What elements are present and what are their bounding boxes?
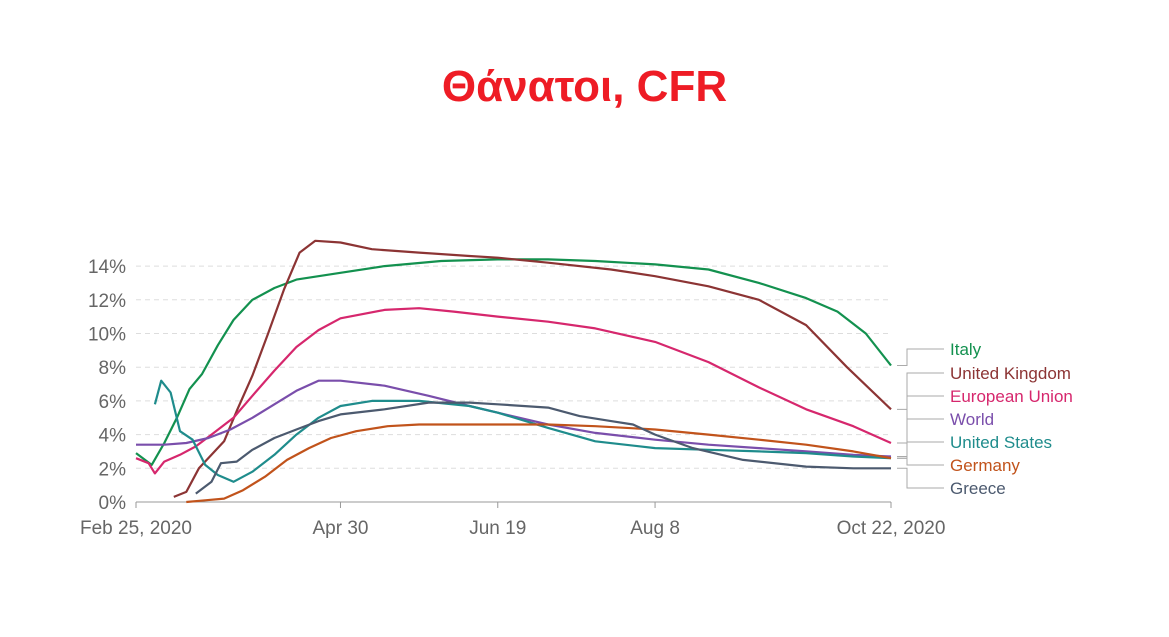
y-axis: 0% 2% 4% 6% 8% 10% 12% 14% bbox=[88, 257, 126, 514]
legend-label-greece: Greece bbox=[950, 479, 1006, 498]
series-line-italy bbox=[135, 258, 892, 466]
x-axis: Feb 25, 2020 Apr 30 Jun 19 Aug 8 Oct 22, 202… bbox=[80, 502, 945, 539]
y-tick-label: 10% bbox=[88, 325, 126, 346]
y-tick-label: 6% bbox=[99, 392, 127, 413]
legend-label-world: World bbox=[950, 410, 994, 429]
x-tick-label: Oct 22, 2020 bbox=[837, 518, 946, 539]
series-line-united-kingdom bbox=[173, 239, 892, 498]
legend-connector bbox=[897, 395, 944, 444]
series-line-european-union bbox=[135, 307, 892, 475]
y-tick-label: 4% bbox=[99, 426, 127, 447]
legend-connector bbox=[897, 372, 944, 410]
x-tick-label: Jun 19 bbox=[469, 518, 526, 539]
y-tick-label: 2% bbox=[99, 459, 127, 480]
legend-label-germany: Germany bbox=[950, 456, 1020, 475]
series-line-world bbox=[136, 379, 892, 458]
legend-connector bbox=[897, 418, 944, 458]
page-title: Θάνατοι, CFR bbox=[441, 62, 728, 111]
chart-gridlines bbox=[136, 265, 891, 503]
series-line-united-states bbox=[153, 379, 892, 483]
series-lines bbox=[135, 239, 892, 504]
series-line-greece bbox=[195, 401, 891, 495]
chart-legend: Italy United Kingdom European Union World Un… bbox=[897, 340, 1073, 498]
x-tick-label: Aug 8 bbox=[630, 518, 680, 539]
y-tick-label: 8% bbox=[99, 358, 127, 379]
legend-connector bbox=[897, 457, 944, 466]
legend-label-italy: Italy bbox=[950, 340, 982, 359]
legend-connector bbox=[897, 348, 944, 367]
series-line-germany bbox=[186, 423, 892, 504]
legend-label-united-states: United States bbox=[950, 433, 1052, 452]
x-tick-label: Feb 25, 2020 bbox=[80, 518, 192, 539]
legend-connector bbox=[897, 441, 944, 459]
y-tick-label: 0% bbox=[99, 493, 127, 514]
legend-label-united-kingdom: United Kingdom bbox=[950, 364, 1071, 383]
x-tick-label: Apr 30 bbox=[312, 518, 368, 539]
y-tick-label: 12% bbox=[88, 291, 126, 312]
legend-label-european-union: European Union bbox=[950, 387, 1073, 406]
legend-connector bbox=[897, 467, 944, 489]
y-tick-label: 14% bbox=[88, 257, 126, 278]
